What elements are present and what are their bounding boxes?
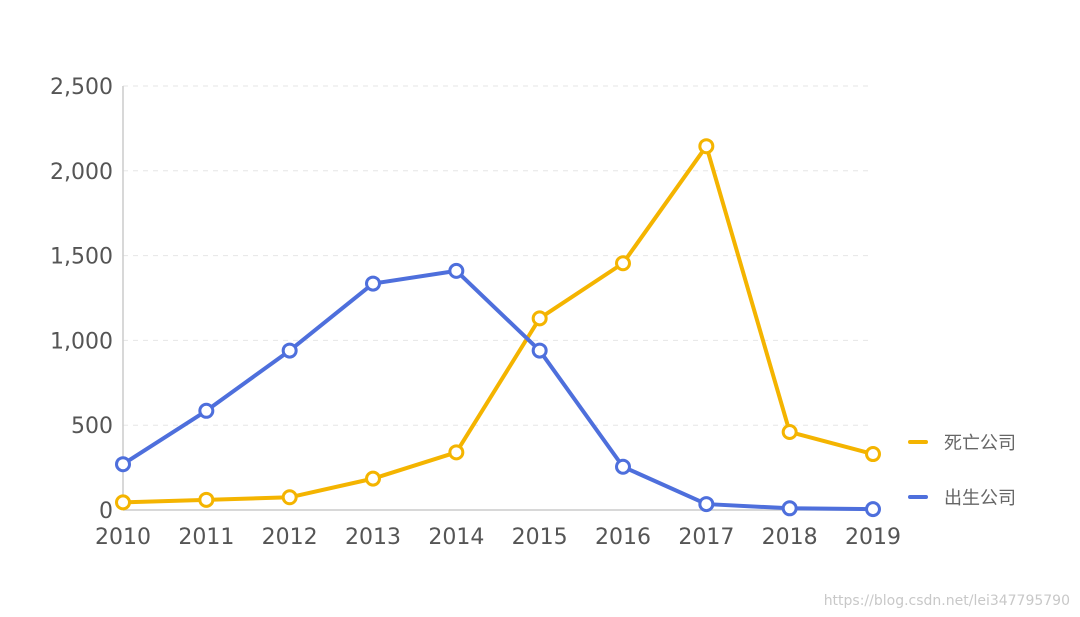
data-point [615,458,631,475]
legend-label: 出生公司 [944,488,1016,509]
data-point [531,310,548,327]
data-point [865,501,881,518]
series-line [121,144,875,505]
data-point [698,496,715,513]
y-tick-label: 0 [99,499,113,524]
data-point [198,491,215,508]
data-point [198,402,215,419]
data-point [115,456,131,473]
y-tick-label: 500 [71,414,113,439]
data-point [281,342,298,359]
watermark-text: https://blog.csdn.net/lei347795790 [824,593,1070,609]
x-tick-label: 2011 [178,525,234,550]
data-point [281,489,298,506]
data-point [448,262,465,279]
x-tick-label: 2013 [345,525,401,550]
series-layer [115,138,881,518]
data-point [115,494,131,511]
x-tick-label: 2018 [762,525,818,550]
x-tick-labels: 2010 2011 2012 2013 2014 2015 2016 2017 2018 2019 [95,525,901,550]
series-2 [115,262,881,518]
data-point [698,138,715,155]
data-point [781,500,798,517]
x-tick-label: 2016 [595,525,651,550]
data-point [365,470,381,487]
x-tick-label: 2012 [262,525,318,550]
x-tick-label: 2014 [428,525,484,550]
data-point [865,446,881,463]
data-point [448,444,465,461]
series-line [121,268,875,512]
data-point [531,342,548,359]
data-point [365,275,381,292]
y-tick-labels: 0 500 1,000 1,500 2,000 2,500 [50,75,113,524]
y-tick-label: 2,500 [50,75,113,100]
y-tick-label: 1,500 [50,245,113,270]
y-tick-label: 1,000 [50,329,113,354]
data-point [781,423,798,440]
y-tick-label: 2,000 [50,160,113,185]
data-point [615,255,631,272]
x-tick-label: 2015 [512,525,568,550]
grid-lines [123,85,873,426]
series-1 [115,138,881,511]
x-tick-label: 2019 [845,525,901,550]
x-tick-label: 2017 [678,525,734,550]
x-tick-label: 2010 [95,525,151,550]
legend-label: 死亡公司 [944,433,1016,454]
